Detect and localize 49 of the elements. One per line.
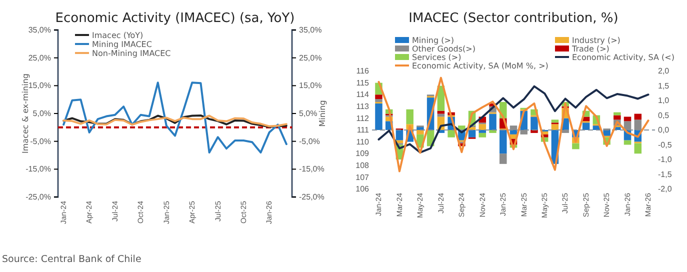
chart-title: Economic Activity (IMACEC) (sa, YoY) [55, 11, 295, 26]
y-tick-label: 25,0% [28, 53, 51, 62]
y-tick-label: -15,0% [26, 164, 51, 174]
y2-tick-label: 35,0% [299, 26, 322, 35]
y-tick-label: 108 [356, 160, 370, 170]
y2-tick-label: 2,0 [658, 66, 670, 76]
legend-label: Economic Activity, SA (<) [572, 53, 674, 62]
y-tick-label: 111 [356, 126, 370, 135]
y2-tick-label: 1,0 [658, 96, 670, 106]
y2-axis-title: Mining [318, 100, 327, 127]
y-tick-label: 107 [356, 172, 370, 182]
legend-label: Industry (>) [572, 36, 620, 45]
legend-label: Non-Mining IMACEC [92, 49, 172, 58]
y-tick-label: 109 [356, 149, 370, 158]
y-axis-title: Imacec & ex-mining [21, 74, 30, 154]
y2-tick-label: 5,0% [299, 109, 318, 118]
y2-tick-label: -5,0% [299, 136, 320, 146]
y2-tick-label: -1,0 [658, 155, 672, 164]
y2-tick-label: 15,0% [299, 81, 322, 90]
y2-tick-label: -25,0% [299, 192, 324, 202]
y-tick-label: 114 [356, 90, 370, 100]
y2-tick-label: -15,0% [299, 164, 324, 174]
y-tick-label: 35,0% [28, 26, 51, 35]
y-tick-label: -25,0% [26, 192, 51, 202]
legend-label: Imacec (YoY) [92, 31, 144, 40]
y2-tick-label: 0,5 [658, 110, 670, 120]
y2-tick-label: 0,0 [658, 126, 670, 135]
y2-tick-label: 1,5 [658, 81, 670, 90]
y-tick-label: 113 [356, 102, 370, 111]
y2-tick-label: -0,5 [658, 140, 672, 150]
y-tick-label: 112 [356, 114, 370, 123]
chart-title: IMACEC (Sector contribution, %) [408, 11, 618, 26]
legend-label: Other Goods(>) [412, 44, 476, 54]
y-tick-label: 15,0% [28, 81, 51, 90]
legend-label: Trade (>) [571, 44, 610, 54]
legend-label: Economic Activity, SA (MoM %, >) [412, 62, 548, 70]
legend-label: Mining IMACEC [92, 40, 152, 49]
y-tick-label: 106 [356, 184, 370, 194]
y-tick-label: 116 [356, 66, 370, 76]
legend-label: Services (>) [412, 53, 462, 62]
legend-label: Mining (>) [412, 36, 454, 45]
y-tick-label: 110 [356, 137, 370, 146]
y2-tick-label: 25,0% [299, 53, 322, 62]
source-note: Source: Central Bank of Chile [2, 254, 142, 265]
y2-tick-label: -1,5 [658, 170, 672, 179]
y-tick-label: -5,0% [30, 136, 51, 146]
y-tick-label: 115 [356, 78, 370, 88]
y-tick-label: 5,0% [32, 109, 51, 118]
y2-tick-label: -2,0 [658, 184, 672, 194]
